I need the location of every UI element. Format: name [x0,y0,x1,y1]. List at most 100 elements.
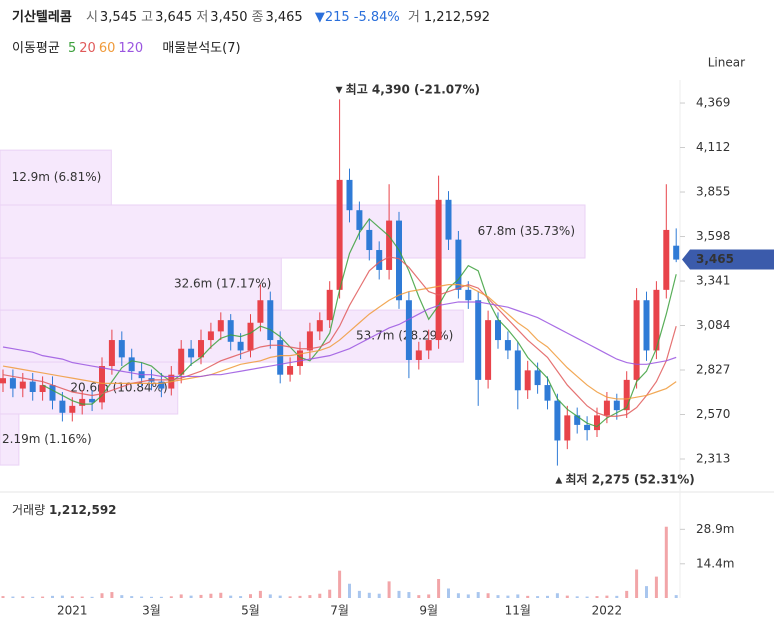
volume-bar [51,595,54,598]
candle-body [118,340,125,358]
volume-bar [417,595,421,598]
volume-bar [546,595,549,598]
x-tick-label: 9월 [419,604,438,618]
volume-bar [536,596,540,598]
candle-body [207,331,214,341]
candle-body [277,340,284,375]
candle-body [673,245,680,260]
profile-title[interactable]: 매물분석도(7) [162,41,241,56]
scale-label[interactable]: Linear [708,56,745,70]
candle-body [237,341,244,351]
volume-bar [407,592,411,598]
volume-bar [348,583,351,598]
ma-title[interactable]: 이동평균 [12,41,60,56]
volume-y-tick-label: 14.4m [696,556,734,570]
candle-body [336,179,343,290]
candle-body [386,220,393,270]
marker: ▲ [555,475,565,485]
quote-value: 3,645 [155,10,193,25]
volume-bar [654,576,658,598]
volume-value: 1,212,592 [423,10,491,25]
volume-bar [585,596,589,598]
candle-body [188,348,195,358]
volume-bar [239,596,243,598]
candle-body [653,289,660,351]
volume-bar [575,596,579,598]
candle-body [544,385,551,401]
candle-body [247,322,254,351]
volume-bar [21,596,25,598]
volume-bar [664,526,668,598]
volume-bar [645,586,648,598]
candle-body [198,340,204,358]
candle-body [257,300,264,323]
volume-bar [377,593,381,598]
candle-body [514,350,521,391]
volume-bar [338,570,342,598]
quote-value: 3,545 [99,10,138,25]
volume-profile-bar [0,149,112,206]
candle-body [495,320,501,341]
y-tick-label: 3,855 [696,185,730,199]
volume-bar [249,594,252,598]
x-tick-label: 2022 [592,604,623,618]
candle-body [69,405,76,413]
price-tag: 3,465 [696,252,734,266]
volume-bar [555,593,559,598]
candle-body [376,250,383,270]
volume-bar [526,595,530,598]
x-tick-label: 3월 [142,604,161,618]
candle-body [9,378,16,389]
volume-bar [189,595,193,598]
volume-label: 거 [407,10,420,25]
volume-title: 거래량 1,212,592 [12,503,117,517]
volume-bar [456,593,460,598]
price-change: ▼215 -5.84% [314,10,400,25]
candle-body [603,400,610,416]
volume-bar [605,595,609,598]
volume-bar [70,596,74,598]
candle-body [217,320,224,332]
candle-body [267,300,274,341]
volume-bar [229,595,233,598]
low-annotation: ▲ 최저 2,275 (52.31%) [555,471,694,486]
volume-bar [110,592,114,598]
volume-bar [268,594,272,598]
candle-body [643,300,650,351]
candle-body [465,289,472,301]
legend-entry: 60 [98,41,116,56]
volume-profile-bar [0,257,282,311]
volume-bar [11,596,15,598]
candle-body [445,199,452,240]
volume-bar [506,595,510,598]
candle-body [564,415,571,441]
candle-body [415,350,422,360]
x-tick-label: 11월 [505,604,531,618]
volume-bar [41,596,45,598]
volume-bar [278,595,282,598]
candle-body [554,400,561,441]
legend-entry: 120 [118,41,144,56]
volume-bar [90,596,94,598]
volume-profile-bar [0,413,20,466]
volume-bar [397,590,401,598]
volume-bar [31,596,35,598]
candle-body [79,398,86,406]
volume-bar [635,569,639,598]
quote-value: 3,450 [210,10,248,25]
price-tag-box [682,249,774,270]
high-annotation: ▼ 최고 4,390 (-21.07%) [336,81,480,96]
candle-body [435,199,442,341]
quote-list: 시 3,545 고 3,645 저 3,450 종 3,465 [86,10,307,25]
volume-bar [120,595,124,598]
volume-bar [427,594,431,598]
volume-bar [496,595,500,598]
candle-body [613,400,620,411]
candle-body [316,320,323,332]
candle-body [504,340,511,351]
volume-bar [150,596,153,598]
candle-body [306,331,313,351]
moving-average-line [42,217,677,428]
